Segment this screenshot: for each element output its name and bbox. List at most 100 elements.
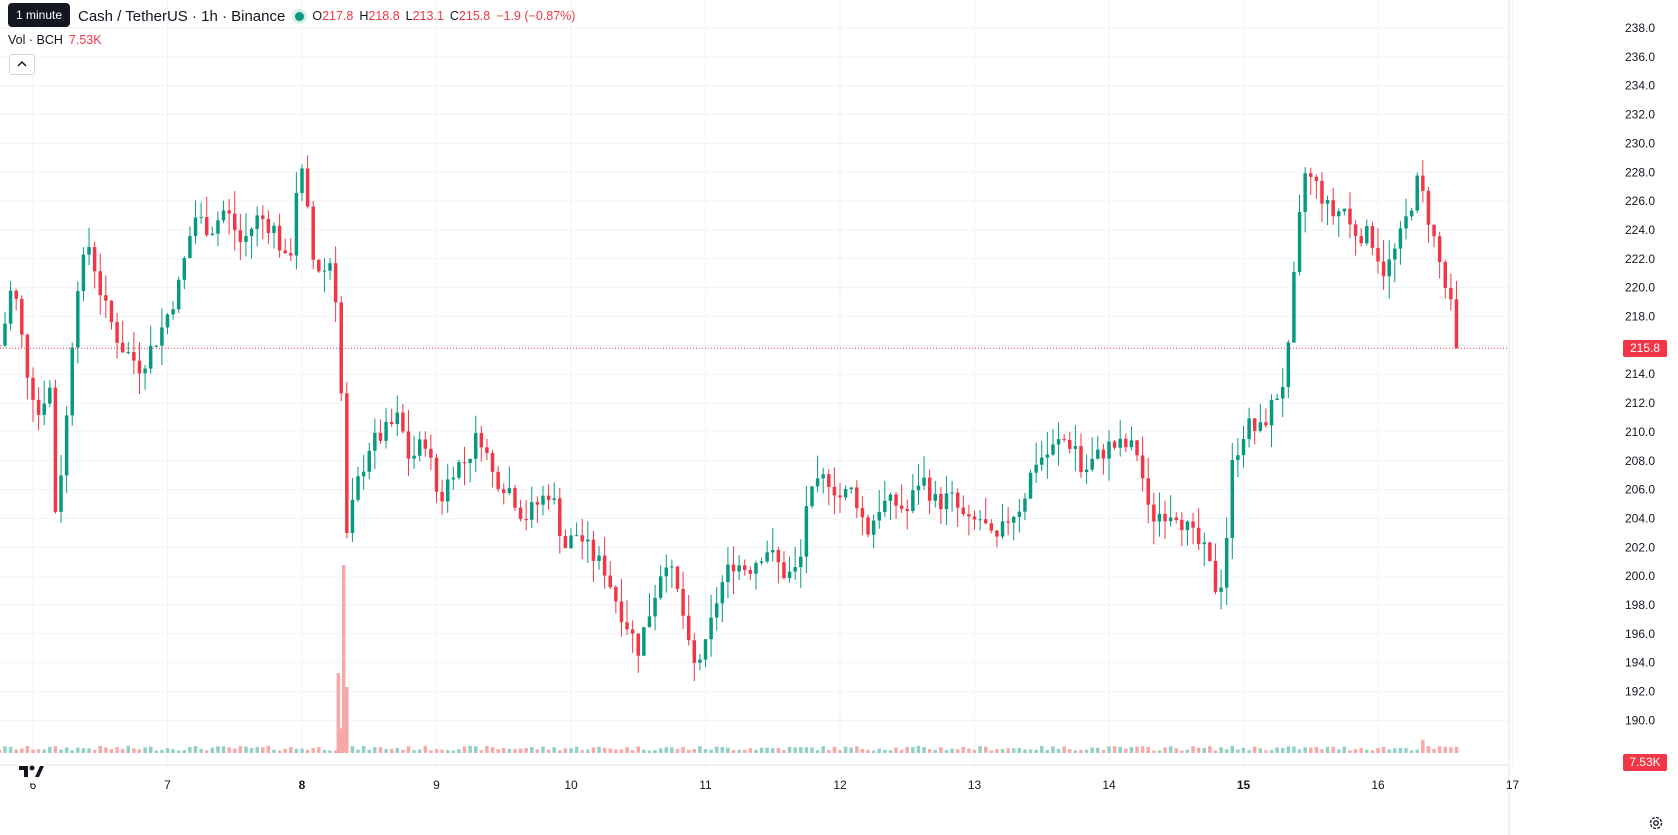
volume-label[interactable]: Vol · BCH bbox=[8, 33, 63, 47]
tradingview-logo-icon[interactable] bbox=[14, 759, 48, 783]
volume-bar bbox=[42, 749, 46, 753]
volume-bar bbox=[1247, 750, 1251, 753]
volume-bar bbox=[233, 748, 237, 753]
candle-body-down bbox=[558, 498, 562, 537]
price-tick-label: 220.0 bbox=[1625, 281, 1655, 295]
candle-body-up bbox=[350, 499, 355, 533]
volume-bar bbox=[249, 747, 254, 753]
candle-body-down bbox=[440, 491, 444, 502]
candle-body-down bbox=[261, 215, 265, 219]
volume-bar bbox=[1269, 749, 1274, 753]
candle-body-up bbox=[1040, 457, 1044, 465]
volume-bar bbox=[877, 748, 881, 753]
ohlc-values: O217.8 H218.8 L213.1 C215.8 −1.9 (−0.87%… bbox=[312, 9, 576, 23]
candle-body-down bbox=[614, 587, 618, 602]
candle-body-up bbox=[843, 489, 848, 498]
volume-bar bbox=[1011, 748, 1016, 753]
price-tick-label: 198.0 bbox=[1625, 598, 1655, 612]
candle-body-up bbox=[1269, 399, 1274, 426]
volume-bar bbox=[216, 746, 220, 753]
volume-bar bbox=[1079, 749, 1083, 753]
volume-bar bbox=[955, 749, 960, 753]
candle-body-down bbox=[1174, 517, 1178, 520]
volume-bar bbox=[423, 745, 428, 753]
volume-bar bbox=[490, 747, 495, 753]
candle-body-up bbox=[698, 659, 702, 663]
candle-body-up bbox=[647, 616, 652, 628]
candle-body-up bbox=[1157, 513, 1162, 522]
candle-body-down bbox=[1359, 236, 1363, 244]
volume-bar bbox=[502, 748, 506, 753]
collapse-legend-button[interactable] bbox=[9, 54, 35, 75]
volume-bar bbox=[1353, 749, 1358, 753]
price-tick-label: 206.0 bbox=[1625, 483, 1655, 497]
candle-body-down bbox=[104, 295, 108, 301]
volume-bar bbox=[305, 749, 310, 753]
volume-value: 7.53K bbox=[68, 33, 102, 47]
candle-body-up bbox=[188, 236, 192, 259]
candle-body-up bbox=[1107, 441, 1111, 459]
candle-body-down bbox=[742, 565, 747, 571]
volume-bar bbox=[154, 750, 159, 753]
candle-body-down bbox=[1252, 418, 1257, 431]
volume-bar bbox=[389, 748, 394, 753]
candle-body-down bbox=[1140, 455, 1145, 479]
candle-body-down bbox=[894, 494, 898, 506]
candle-body-down bbox=[832, 486, 837, 496]
candle-body-down bbox=[1146, 478, 1150, 505]
price-tick-label: 208.0 bbox=[1625, 454, 1655, 468]
candle-body-down bbox=[748, 570, 753, 574]
volume-bar bbox=[642, 749, 646, 753]
volume-bar bbox=[927, 748, 932, 753]
volume-bar bbox=[468, 745, 472, 753]
volume-bar bbox=[59, 749, 63, 753]
candle-body-up bbox=[1045, 454, 1050, 458]
candle-body-up bbox=[720, 582, 725, 604]
candle-body-down bbox=[1309, 173, 1313, 177]
volume-bar bbox=[625, 747, 629, 753]
candle-body-up bbox=[300, 168, 304, 194]
volume-bar bbox=[1443, 746, 1447, 753]
volume-legend: Vol · BCH 7.53K bbox=[8, 33, 102, 47]
volume-bar bbox=[995, 749, 999, 753]
time-tick-label: 6 bbox=[30, 778, 37, 792]
price-tick-label: 232.0 bbox=[1625, 108, 1655, 122]
candle-body-up bbox=[294, 193, 299, 256]
volume-bar bbox=[597, 746, 601, 753]
candle-body-up bbox=[1325, 200, 1330, 204]
candle-body-up bbox=[3, 323, 7, 346]
volume-bar bbox=[339, 728, 343, 753]
price-tick-label: 218.0 bbox=[1625, 310, 1655, 324]
candle-body-down bbox=[266, 218, 271, 233]
candle-body-up bbox=[978, 519, 982, 521]
candle-body-down bbox=[591, 539, 596, 561]
candle-body-up bbox=[412, 455, 416, 459]
candle-body-down bbox=[619, 601, 624, 623]
candle-body-up bbox=[8, 290, 13, 324]
volume-bar bbox=[406, 746, 411, 753]
candle-body-up bbox=[356, 476, 360, 500]
volume-bar bbox=[569, 748, 573, 753]
volume-bar bbox=[341, 565, 346, 753]
volume-bar bbox=[563, 748, 568, 753]
candle-body-up bbox=[328, 263, 332, 271]
candle-body-up bbox=[597, 555, 601, 561]
candle-body-down bbox=[686, 615, 691, 641]
volume-bar bbox=[1359, 748, 1363, 753]
volume-bar bbox=[1062, 746, 1066, 753]
candle-body-up bbox=[871, 520, 876, 535]
symbol-title[interactable]: Cash / TetherUS · 1h · Binance bbox=[78, 7, 286, 25]
volume-bar bbox=[92, 749, 97, 753]
gear-icon[interactable] bbox=[1648, 815, 1664, 831]
candle-body-down bbox=[967, 514, 971, 517]
candle-body-up bbox=[1303, 173, 1307, 213]
price-tick-label: 230.0 bbox=[1625, 136, 1655, 150]
volume-bar bbox=[827, 749, 831, 753]
candle-body-up bbox=[81, 254, 86, 292]
candle-body-down bbox=[855, 487, 859, 509]
volume-bar bbox=[1107, 746, 1111, 753]
candle-body-down bbox=[423, 439, 428, 449]
candle-body-down bbox=[636, 633, 640, 656]
candle-body-down bbox=[1421, 175, 1425, 191]
